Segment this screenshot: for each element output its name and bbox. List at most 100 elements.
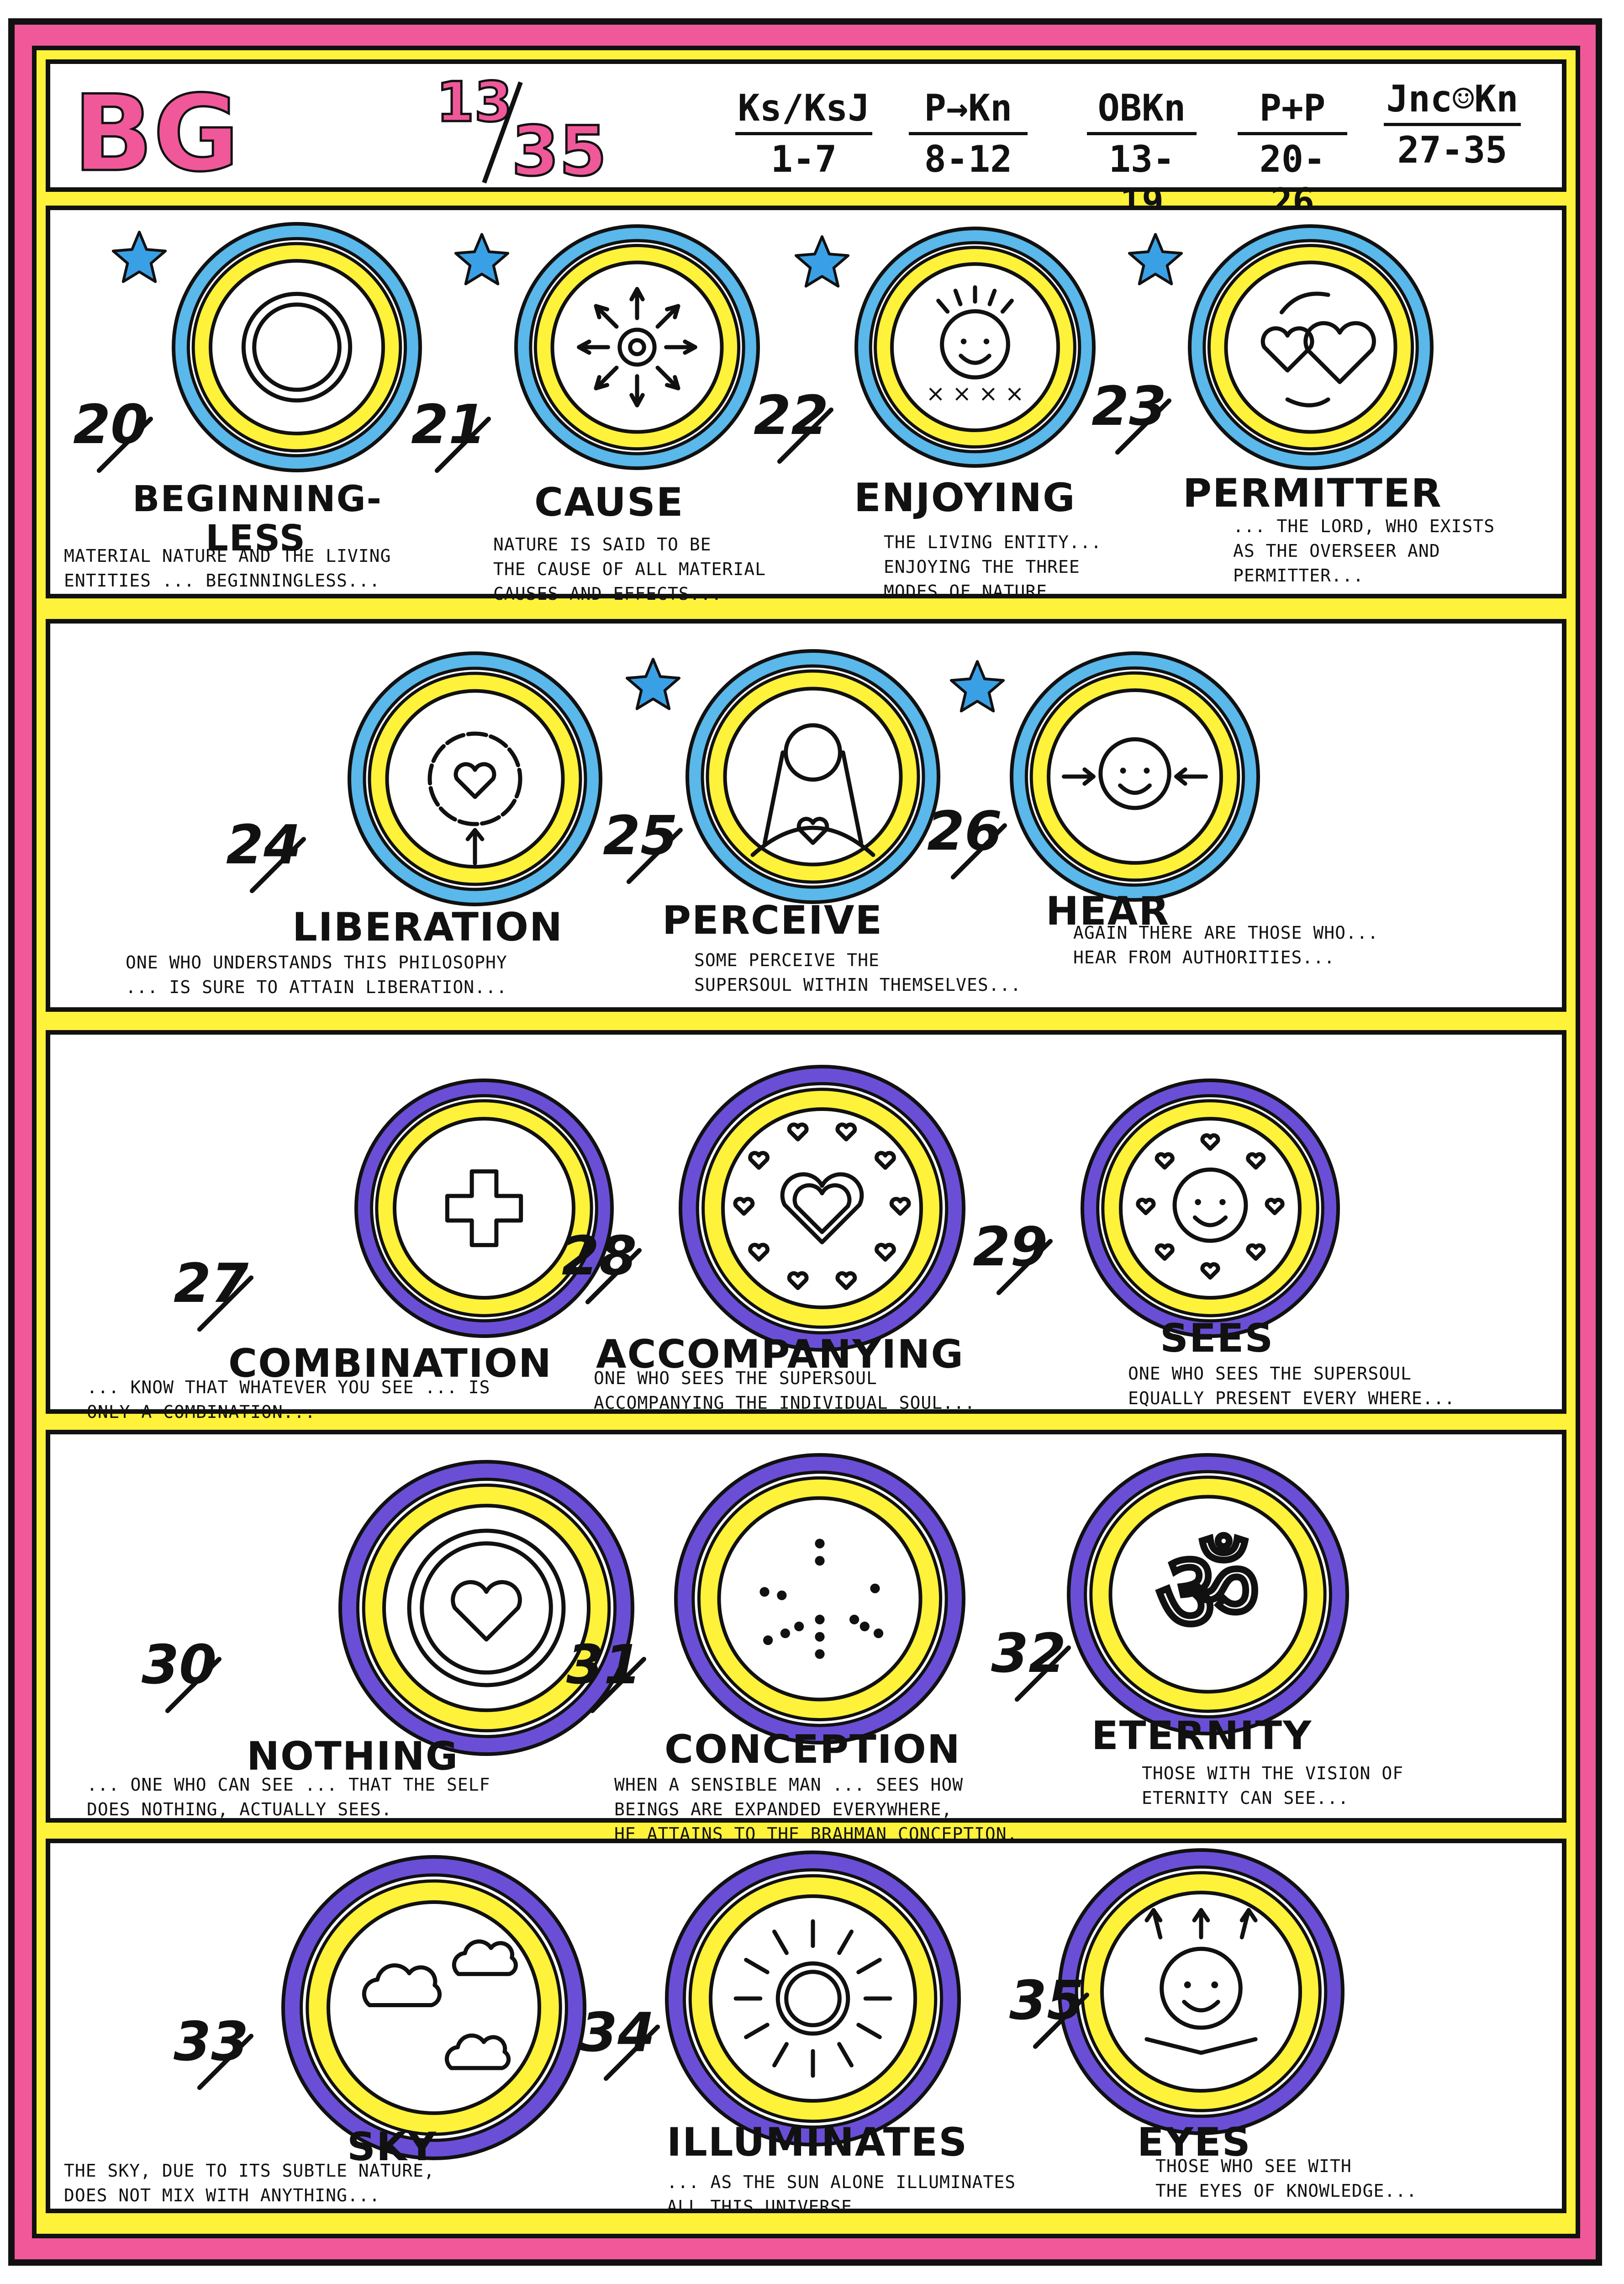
verse-caption: THE LIVING ENTITY... ENJOYING THE THREE MO… (884, 530, 1102, 604)
section-label-2: P→Kn 8-12 (909, 87, 1028, 180)
verse-medallion (1010, 651, 1260, 902)
section-label-4: P+P 20-26 (1238, 87, 1347, 223)
section-range: 1-7 (770, 138, 837, 180)
concentric-circle-icon (241, 291, 353, 403)
scattered-dots-icon (759, 1539, 884, 1659)
caption-line: ONE WHO SEES THE SUPERSOUL (594, 1368, 877, 1388)
caption-line: ONE WHO UNDERSTANDS THIS PHILOSOPHY (126, 952, 507, 973)
verse-medallion: ॐ (1067, 1453, 1349, 1735)
verse-caption: ... AS THE SUN ALONE ILLUMINATES ALL THIS… (667, 2170, 1016, 2219)
verse-number: 25 (603, 804, 678, 867)
verse-keyword: PERCEIVE (662, 898, 883, 943)
verse-caption: SOME PERCEIVE THE SUPERSOUL WITHIN THEMSE… (694, 948, 1021, 997)
radiating-arrows-icon (577, 287, 697, 407)
section-abbr: Ks/KsJ (735, 87, 872, 135)
caption-line: ... AS THE SUN ALONE ILLUMINATES (667, 2172, 1016, 2192)
heart-ring-icon (733, 1122, 911, 1290)
verse-number: 33 (174, 2010, 249, 2073)
svg-text:ॐ: ॐ (1156, 1524, 1260, 1658)
verse-medallion: × × × × (854, 227, 1096, 468)
verse-medallion (1188, 224, 1434, 470)
verse-keyword: ETERNITY (1091, 1713, 1313, 1759)
verse-keyword: ACCOMPANYING (596, 1332, 964, 1377)
page-title: BG (72, 72, 240, 196)
star-icon (454, 233, 510, 286)
caption-line: MATERIAL NATURE AND THE LIVING (64, 546, 391, 566)
star-icon (794, 235, 850, 288)
verse-number: 20 (73, 393, 148, 456)
verse-caption: ... THE LORD, WHO EXISTS AS THE OVERSEER … (1233, 514, 1495, 588)
star-icon (1128, 233, 1183, 286)
caption-line: WHEN A SENSIBLE MAN ... SEES HOW (614, 1775, 964, 1795)
verse-keyword: HEAR (1046, 888, 1170, 934)
caption-line: THE CAUSE OF ALL MATERIAL (493, 559, 766, 579)
caption-line: ENTITIES ... BEGINNINGLESS... (64, 571, 380, 591)
clouds-icon (362, 1939, 518, 2070)
caption-line: MODES OF NATURE... (884, 582, 1080, 602)
caption-line: AGAIN THERE ARE THOSE WHO... (1073, 923, 1379, 943)
cross-icon (445, 1169, 523, 1248)
reading-face-icon (1144, 1908, 1258, 2055)
section-label-5: Jnc☺Kn 27-35 (1384, 78, 1521, 171)
caption-line: DOES NOTHING, ACTUALLY SEES. (87, 1799, 392, 1819)
caption-line: ONE WHO SEES THE SUPERSOUL (1128, 1364, 1412, 1384)
verse-number: 31 (566, 1633, 642, 1696)
verse-caption: ... KNOW THAT WHATEVER YOU SEE ... IS ONL… (87, 1375, 490, 1424)
verse-caption: THE SKY, DUE TO ITS SUBTLE NATURE, DOES N… (64, 2158, 435, 2208)
verse-medallion (665, 1850, 961, 2147)
verse-keyword: ILLUMINATES (667, 2120, 968, 2165)
section-abbr: P+P (1238, 87, 1347, 135)
caption-line: THE EYES OF KNOWLEDGE... (1155, 2181, 1418, 2201)
verse-caption: AGAIN THERE ARE THOSE WHO... HEAR FROM AU… (1073, 920, 1379, 970)
caption-line: AS THE OVERSEER AND (1233, 541, 1440, 561)
caption-line: THE LIVING ENTITY... (884, 532, 1102, 552)
star-icon (625, 658, 681, 710)
verse-caption: ONE WHO SEES THE SUPERSOUL ACCOMPANYING T… (594, 1366, 975, 1415)
verse-caption: ONE WHO UNDERSTANDS THIS PHILOSOPHY ... I… (126, 950, 507, 999)
verse-number: 35 (1009, 1969, 1085, 2032)
verse-keyword: BEGINNING-LESS (132, 479, 383, 559)
verse-keyword: ENJOYING (854, 475, 1076, 521)
verse-number: 24 (226, 813, 301, 876)
verse-keyword: SEES (1160, 1316, 1274, 1361)
verse-number: 32 (991, 1622, 1066, 1685)
verse-keyword: SKY (347, 2124, 437, 2170)
verse-medallion (1058, 1848, 1345, 2135)
sun-icon (733, 1919, 892, 2078)
om-icon: ॐ (1155, 1523, 1261, 1660)
verse-caption: ... ONE WHO CAN SEE ... THAT THE SELF DOE… (87, 1772, 490, 1822)
verse-keyword: NOTHING (247, 1734, 459, 1779)
verse-keyword: CONCEPTION (664, 1727, 961, 1772)
verse-count: 35 (511, 111, 608, 193)
verse-number: 26 (927, 799, 1002, 862)
caption-line: ACCOMPANYING THE INDIVIDUAL SOUL... (594, 1393, 975, 1413)
caption-line: HEAR FROM AUTHORITIES... (1073, 947, 1335, 968)
verse-medallion (1081, 1079, 1340, 1338)
heart-cloud-icon (427, 731, 522, 866)
header-panel: BG 13 35 Ks/KsJ 1-7 P→Kn 8-12 OBKn 13-19… (46, 59, 1566, 223)
verse-caption: THOSE WITH THE VISION OF ETERNITY CAN SEE… (1142, 1761, 1403, 1810)
verse-caption: NATURE IS SAID TO BE THE CAUSE OF ALL MAT… (493, 532, 766, 606)
verse-medallion (514, 224, 760, 470)
verse-number: 30 (142, 1633, 217, 1696)
verse-keyword: PERMITTER (1183, 471, 1442, 516)
caption-line: ENJOYING THE THREE (884, 557, 1080, 577)
verse-medallion (348, 651, 602, 906)
verse-medallion (338, 1460, 634, 1756)
section-label-1: Ks/KsJ 1-7 (735, 87, 872, 180)
verse-keyword: LIBERATION (292, 904, 563, 950)
two-hearts-icon (1260, 291, 1376, 407)
caption-line: HE ATTAINS TO THE BRAHMAN CONCEPTION. (614, 1824, 1018, 1844)
verse-number: 28 (562, 1224, 637, 1287)
verse-medallion (354, 1079, 614, 1338)
section-abbr: P→Kn (909, 87, 1028, 135)
caption-line: THOSE WHO SEE WITH (1155, 2156, 1352, 2176)
caption-line: THE SKY, DUE TO ITS SUBTLE NATURE, (64, 2161, 435, 2181)
section-abbr: OBKn (1087, 87, 1197, 135)
caption-line: ... THE LORD, WHO EXISTS (1233, 516, 1495, 536)
happy-face-icon: × × × × (926, 285, 1024, 407)
verse-keyword: CAUSE (534, 480, 684, 525)
caption-line: PERMITTER... (1233, 566, 1364, 586)
verse-medallion (685, 649, 940, 904)
